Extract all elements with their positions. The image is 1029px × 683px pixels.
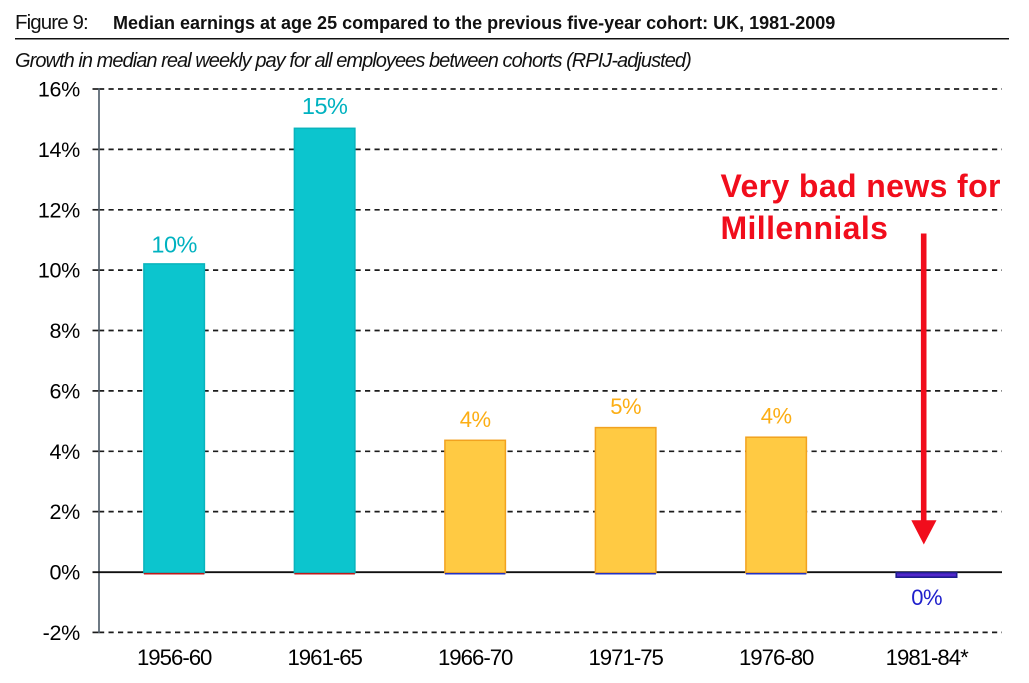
svg-text:-2%: -2% (43, 621, 81, 645)
svg-text:10%: 10% (151, 231, 197, 257)
svg-text:4%: 4% (50, 440, 81, 464)
svg-text:Millennials: Millennials (721, 210, 889, 246)
svg-text:Growth in median real weekly p: Growth in median real weekly pay for all… (15, 50, 691, 72)
svg-text:0%: 0% (50, 561, 81, 585)
svg-text:1971-75: 1971-75 (588, 645, 663, 670)
svg-text:1966-70: 1966-70 (438, 645, 513, 670)
svg-text:Median earnings at age 25 comp: Median earnings at age 25 compared to th… (113, 13, 835, 33)
svg-text:1956-60: 1956-60 (137, 645, 212, 670)
svg-text:14%: 14% (38, 138, 80, 162)
svg-text:12%: 12% (38, 198, 80, 222)
svg-text:1976-80: 1976-80 (739, 645, 814, 670)
svg-text:6%: 6% (50, 379, 81, 403)
svg-text:Figure 9:: Figure 9: (15, 11, 88, 34)
svg-text:1981-84*: 1981-84* (886, 645, 969, 670)
svg-text:2%: 2% (50, 500, 81, 524)
svg-text:5%: 5% (610, 394, 641, 419)
svg-text:8%: 8% (50, 319, 81, 343)
svg-text:4%: 4% (761, 404, 792, 429)
svg-text:0%: 0% (911, 585, 942, 610)
svg-text:16%: 16% (38, 78, 80, 102)
svg-text:10%: 10% (38, 259, 80, 283)
svg-text:4%: 4% (460, 407, 491, 432)
svg-text:Very bad news for: Very bad news for (721, 168, 1001, 204)
svg-text:15%: 15% (302, 93, 348, 119)
svg-text:1961-65: 1961-65 (287, 645, 362, 670)
